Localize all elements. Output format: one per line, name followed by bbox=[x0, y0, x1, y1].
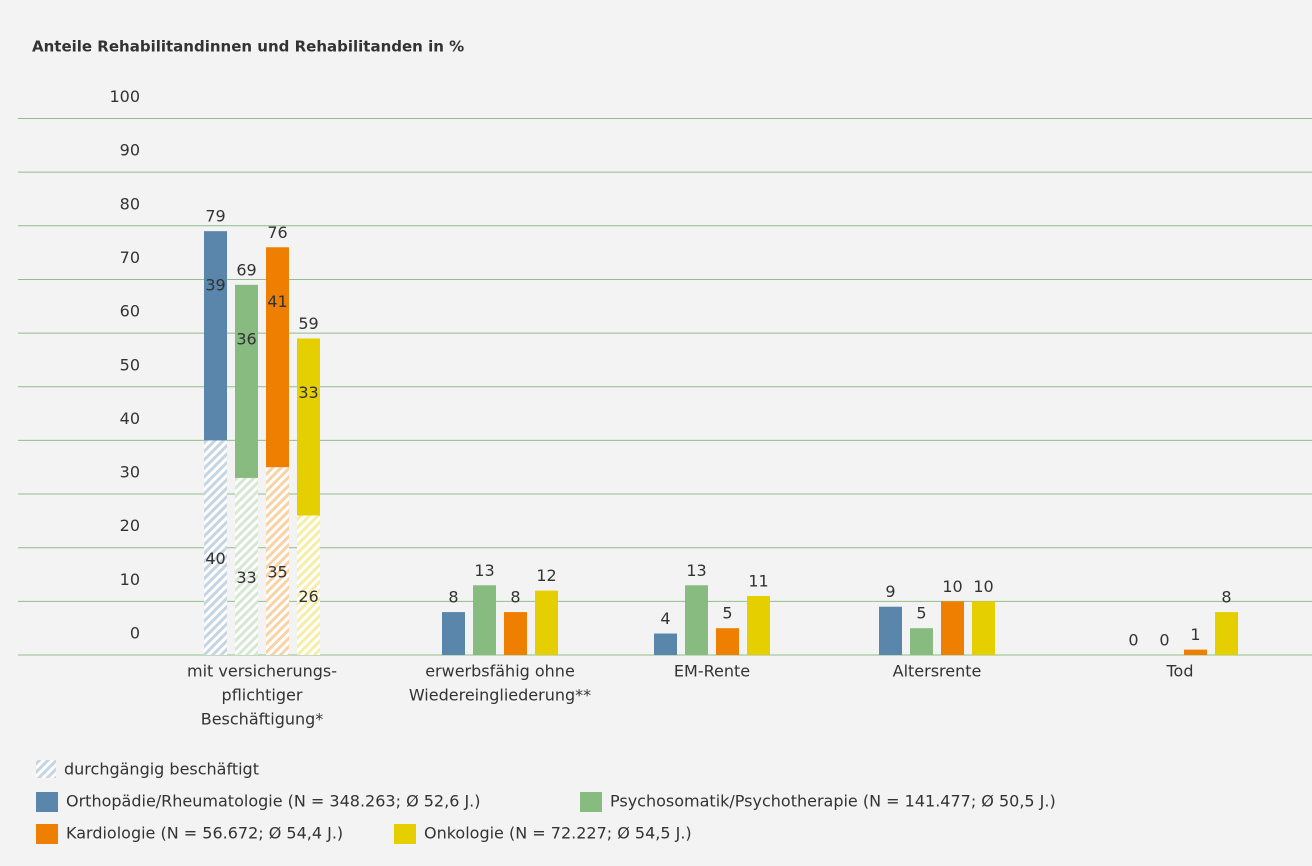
legend-label: durchgängig beschäftigt bbox=[64, 760, 259, 779]
legend-swatch bbox=[394, 824, 416, 844]
chart-title: Anteile Rehabilitandinnen und Rehabilita… bbox=[32, 38, 464, 56]
hatched-bar bbox=[204, 440, 227, 655]
value-label: 4 bbox=[660, 609, 670, 628]
bar bbox=[504, 612, 527, 655]
value-label: 10 bbox=[942, 577, 962, 596]
bar bbox=[685, 585, 708, 655]
x-tick-label: Beschäftigung* bbox=[201, 710, 324, 729]
legend-swatch bbox=[580, 792, 602, 812]
total-label: 69 bbox=[236, 260, 256, 279]
bar bbox=[204, 231, 227, 441]
x-tick-label: erwerbsfähig ohne bbox=[425, 662, 575, 681]
x-tick-label: EM-Rente bbox=[674, 662, 750, 681]
y-tick-label: 50 bbox=[120, 355, 140, 374]
value-label: 5 bbox=[916, 604, 926, 623]
y-tick-label: 40 bbox=[120, 409, 140, 428]
bar bbox=[235, 284, 258, 478]
bar bbox=[972, 601, 995, 655]
x-tick-label: Altersrente bbox=[893, 662, 982, 681]
value-label: 0 bbox=[1128, 631, 1138, 650]
x-tick-label: Tod bbox=[1166, 662, 1194, 681]
bar bbox=[473, 585, 496, 655]
y-tick-label: 90 bbox=[120, 141, 140, 160]
value-label: 33 bbox=[298, 383, 318, 402]
value-label: 5 bbox=[722, 604, 732, 623]
bar bbox=[654, 633, 677, 655]
bar bbox=[297, 338, 320, 516]
hatched-bar bbox=[266, 467, 289, 655]
value-label: 0 bbox=[1159, 631, 1169, 650]
value-label: 9 bbox=[885, 582, 895, 601]
legend-swatch bbox=[36, 792, 58, 812]
value-label: 13 bbox=[474, 561, 494, 580]
y-tick-label: 100 bbox=[109, 87, 140, 106]
bar bbox=[442, 612, 465, 655]
y-tick-label: 60 bbox=[120, 302, 140, 321]
bar bbox=[941, 601, 964, 655]
legend-label: Kardiologie (N = 56.672; Ø 54,4 J.) bbox=[66, 824, 343, 843]
bar bbox=[747, 595, 770, 655]
x-tick-label: pflichtiger bbox=[222, 686, 303, 705]
value-label: 8 bbox=[448, 588, 458, 607]
hatched-bar bbox=[297, 515, 320, 655]
total-label: 79 bbox=[205, 207, 225, 226]
legend-label: Psychosomatik/Psychotherapie (N = 141.47… bbox=[610, 792, 1056, 811]
value-label: 26 bbox=[298, 587, 318, 606]
value-label: 41 bbox=[267, 292, 287, 311]
bar bbox=[535, 590, 558, 655]
x-tick-label: mit versicherungs- bbox=[187, 662, 337, 681]
y-tick-label: 10 bbox=[120, 570, 140, 589]
value-label: 8 bbox=[510, 588, 520, 607]
value-label: 39 bbox=[205, 276, 225, 295]
legend-swatch bbox=[36, 824, 58, 844]
x-tick-label: Wiedereingliederung** bbox=[409, 686, 591, 705]
value-label: 12 bbox=[536, 566, 556, 585]
y-tick-label: 20 bbox=[120, 516, 140, 535]
total-label: 76 bbox=[267, 223, 287, 242]
bar bbox=[1184, 649, 1207, 655]
y-tick-label: 0 bbox=[130, 624, 140, 643]
value-label: 10 bbox=[973, 577, 993, 596]
bar bbox=[716, 628, 739, 655]
hatched-bar bbox=[235, 477, 258, 655]
value-label: 40 bbox=[205, 549, 225, 568]
total-label: 59 bbox=[298, 314, 318, 333]
legend-label: Onkologie (N = 72.227; Ø 54,5 J.) bbox=[424, 824, 692, 843]
y-tick-label: 30 bbox=[120, 463, 140, 482]
value-label: 1 bbox=[1190, 625, 1200, 644]
value-label: 36 bbox=[236, 329, 256, 348]
value-label: 13 bbox=[686, 561, 706, 580]
legend-swatch bbox=[36, 760, 56, 778]
bar bbox=[266, 247, 289, 468]
bar bbox=[910, 628, 933, 655]
y-tick-label: 70 bbox=[120, 248, 140, 267]
value-label: 33 bbox=[236, 568, 256, 587]
value-label: 11 bbox=[748, 571, 768, 590]
bar bbox=[1215, 612, 1238, 655]
value-label: 8 bbox=[1221, 588, 1231, 607]
y-tick-label: 80 bbox=[120, 194, 140, 213]
value-label: 35 bbox=[267, 563, 287, 582]
bar bbox=[879, 606, 902, 655]
legend-label: Orthopädie/Rheumatologie (N = 348.263; Ø… bbox=[66, 792, 481, 811]
